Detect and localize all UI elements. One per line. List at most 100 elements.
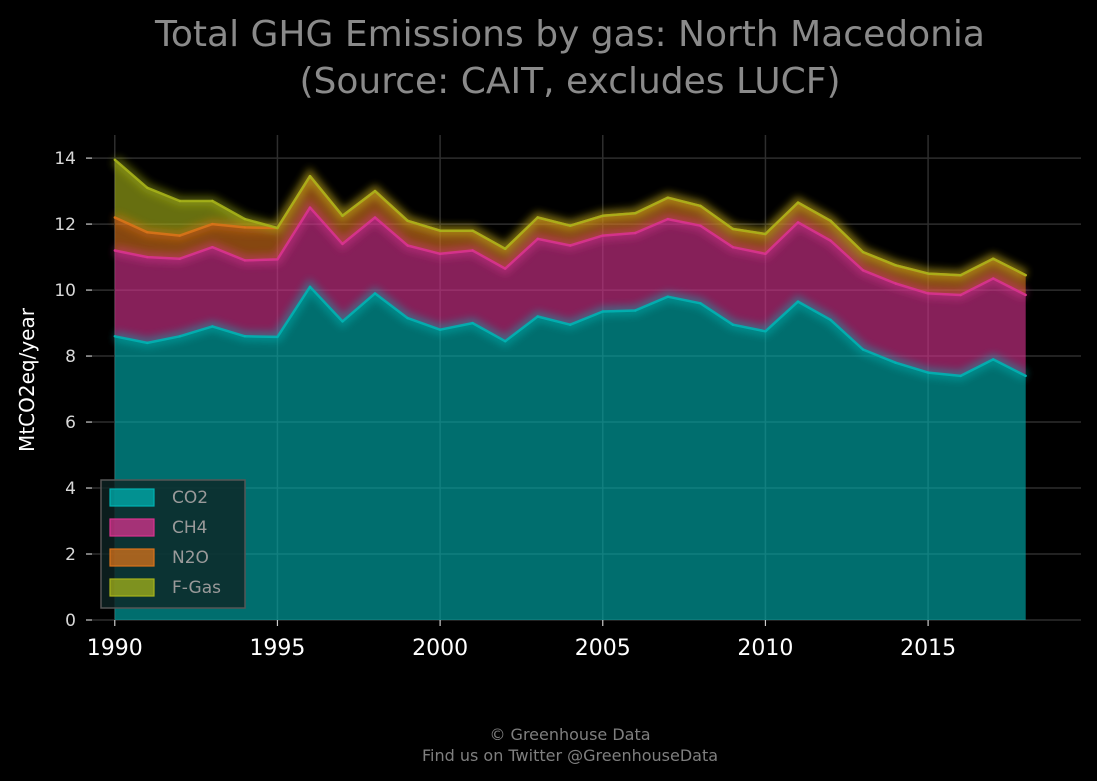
chart-title-line2: (Source: CAIT, excludes LUCF) bbox=[299, 61, 840, 102]
point-f-gas bbox=[243, 217, 247, 221]
y-tick-label: 0 bbox=[65, 611, 76, 631]
point-co2 bbox=[406, 316, 409, 320]
point-ch4 bbox=[276, 258, 279, 261]
point-ch4 bbox=[113, 249, 117, 252]
x-tick-label: 2005 bbox=[575, 636, 631, 661]
y-tick-label: 8 bbox=[65, 347, 76, 367]
point-co2 bbox=[504, 340, 507, 343]
point-f-gas bbox=[536, 216, 539, 219]
point-f-gas bbox=[634, 212, 637, 215]
legend-label-co2: CO2 bbox=[172, 488, 208, 508]
point-co2 bbox=[536, 315, 539, 318]
point-ch4 bbox=[536, 237, 539, 241]
point-co2 bbox=[796, 300, 800, 303]
point-ch4 bbox=[666, 217, 669, 221]
point-ch4 bbox=[178, 257, 181, 260]
x-tick-label: 2015 bbox=[900, 636, 956, 661]
point-n2o bbox=[113, 216, 117, 219]
point-ch4 bbox=[1024, 293, 1027, 297]
point-f-gas bbox=[373, 189, 377, 193]
point-co2 bbox=[699, 302, 702, 305]
legend-swatch-ch4 bbox=[109, 518, 155, 537]
point-f-gas bbox=[992, 257, 995, 260]
point-ch4 bbox=[504, 267, 507, 270]
point-co2 bbox=[341, 320, 344, 323]
point-co2 bbox=[569, 323, 572, 326]
point-ch4 bbox=[699, 224, 702, 227]
point-co2 bbox=[926, 371, 930, 374]
point-f-gas bbox=[1024, 274, 1027, 277]
point-ch4 bbox=[471, 249, 474, 252]
legend: CO2 CH4 N2O F-Gas bbox=[100, 479, 246, 609]
x-tick-label: 2000 bbox=[412, 636, 468, 661]
point-ch4 bbox=[308, 206, 312, 209]
point-f-gas bbox=[211, 199, 214, 203]
point-co2 bbox=[959, 374, 962, 378]
point-f-gas bbox=[699, 204, 702, 208]
point-ch4 bbox=[373, 216, 377, 219]
point-co2 bbox=[211, 325, 214, 328]
point-ch4 bbox=[341, 242, 344, 246]
y-tick-label: 6 bbox=[65, 413, 76, 433]
point-co2 bbox=[634, 309, 637, 312]
point-f-gas bbox=[959, 274, 962, 277]
legend-label-f-gas: F-Gas bbox=[172, 578, 221, 598]
point-ch4 bbox=[146, 255, 149, 259]
series-lines bbox=[113, 158, 1027, 378]
point-n2o bbox=[243, 226, 247, 229]
point-ch4 bbox=[211, 246, 214, 249]
point-ch4 bbox=[894, 282, 897, 285]
point-co2 bbox=[308, 285, 312, 288]
legend-swatch-n2o bbox=[109, 548, 155, 567]
x-tick-label: 1995 bbox=[249, 636, 305, 661]
point-co2 bbox=[829, 318, 832, 321]
y-tick-label: 4 bbox=[65, 479, 76, 499]
point-n2o bbox=[211, 222, 214, 226]
point-ch4 bbox=[601, 234, 604, 237]
point-co2 bbox=[146, 341, 149, 345]
point-f-gas bbox=[926, 272, 930, 275]
point-co2 bbox=[243, 335, 247, 338]
footer-twitter: Find us on Twitter @GreenhouseData bbox=[422, 746, 718, 765]
point-ch4 bbox=[243, 259, 247, 262]
legend-label-n2o: N2O bbox=[172, 548, 209, 568]
point-co2 bbox=[1024, 374, 1027, 378]
y-tick-label: 14 bbox=[54, 149, 76, 169]
area-co2 bbox=[114, 286, 1026, 620]
point-ch4 bbox=[959, 293, 962, 297]
legend-label-ch4: CH4 bbox=[172, 518, 207, 538]
y-tick-label: 12 bbox=[54, 215, 76, 235]
point-ch4 bbox=[438, 252, 442, 255]
point-f-gas bbox=[276, 226, 279, 230]
x-tick-label: 1990 bbox=[87, 636, 143, 661]
point-co2 bbox=[601, 310, 604, 313]
point-ch4 bbox=[992, 277, 995, 280]
point-f-gas bbox=[894, 264, 897, 267]
point-co2 bbox=[373, 292, 377, 295]
point-n2o bbox=[146, 231, 149, 234]
point-f-gas bbox=[406, 219, 409, 222]
point-f-gas bbox=[178, 199, 181, 203]
chart-title-line1: Total GHG Emissions by gas: North Macedo… bbox=[154, 14, 985, 55]
point-f-gas bbox=[146, 186, 149, 189]
point-co2 bbox=[894, 361, 897, 364]
point-co2 bbox=[992, 358, 995, 361]
point-f-gas bbox=[731, 227, 735, 231]
point-co2 bbox=[471, 321, 474, 325]
point-f-gas bbox=[666, 196, 669, 199]
point-f-gas bbox=[113, 158, 117, 161]
point-f-gas bbox=[438, 229, 442, 232]
legend-swatch-f-gas bbox=[109, 578, 155, 597]
point-f-gas bbox=[764, 232, 767, 236]
point-co2 bbox=[113, 335, 117, 338]
point-ch4 bbox=[764, 252, 767, 255]
point-f-gas bbox=[861, 250, 865, 254]
point-co2 bbox=[276, 335, 279, 339]
point-f-gas bbox=[569, 224, 572, 227]
point-f-gas bbox=[308, 175, 312, 178]
axes: 0 2 4 6 8 10 12 14 1990 1995 2000 2005 2010 2015 bbox=[54, 149, 956, 661]
point-co2 bbox=[764, 330, 767, 333]
point-f-gas bbox=[829, 219, 832, 222]
point-n2o bbox=[178, 234, 181, 237]
